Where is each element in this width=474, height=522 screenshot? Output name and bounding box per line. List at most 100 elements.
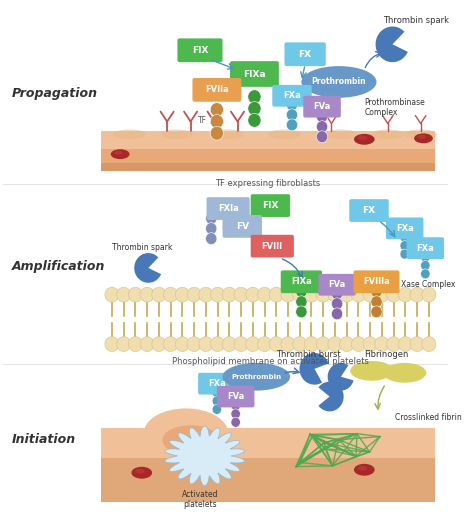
Circle shape [231,409,240,419]
Wedge shape [375,27,408,62]
Bar [101,428,435,502]
Text: Xase Complex: Xase Complex [401,280,456,289]
Circle shape [316,337,330,351]
Circle shape [398,337,412,351]
Circle shape [400,241,410,251]
Text: Activated
platelets: Activated platelets [182,490,218,509]
Circle shape [234,337,248,351]
Circle shape [340,287,354,302]
FancyBboxPatch shape [349,199,389,222]
Circle shape [128,337,143,351]
Text: Thrombin spark: Thrombin spark [111,243,172,252]
Circle shape [363,287,377,302]
Text: Amplification: Amplification [12,259,105,272]
Circle shape [231,417,240,427]
Ellipse shape [212,129,245,139]
Circle shape [328,287,342,302]
Circle shape [296,286,307,298]
FancyBboxPatch shape [318,274,356,295]
Circle shape [371,306,382,318]
FancyBboxPatch shape [407,238,444,259]
Wedge shape [134,253,161,283]
Circle shape [400,249,410,259]
Circle shape [164,287,178,302]
Circle shape [222,287,237,302]
Ellipse shape [383,363,426,383]
Text: FXa: FXa [396,224,413,233]
Circle shape [248,113,261,127]
Text: Prothrombin: Prothrombin [311,77,366,87]
Circle shape [420,252,430,262]
Ellipse shape [350,361,393,381]
Ellipse shape [114,151,122,155]
Circle shape [269,287,283,302]
Circle shape [387,287,401,302]
Text: Propagation: Propagation [12,87,98,100]
Circle shape [187,337,201,351]
Circle shape [422,287,436,302]
Text: FVa: FVa [313,102,331,111]
Ellipse shape [358,136,367,140]
FancyBboxPatch shape [198,373,236,395]
FancyBboxPatch shape [272,85,312,106]
Circle shape [246,337,260,351]
Circle shape [257,337,272,351]
Text: Crosslinked fibrin: Crosslinked fibrin [395,413,462,422]
Circle shape [317,111,328,123]
Circle shape [210,126,223,140]
Circle shape [281,337,295,351]
Text: Prothrombin: Prothrombin [231,374,282,379]
Circle shape [422,337,436,351]
FancyBboxPatch shape [281,270,322,293]
Circle shape [304,287,319,302]
Circle shape [212,396,221,406]
Circle shape [206,222,217,234]
Circle shape [210,287,225,302]
Circle shape [328,337,342,351]
Ellipse shape [222,363,290,390]
Text: TF: TF [198,116,207,125]
Ellipse shape [354,134,374,145]
Circle shape [410,337,424,351]
Ellipse shape [160,129,193,139]
Text: FXa: FXa [417,244,434,253]
Circle shape [398,287,412,302]
Text: Thrombin spark: Thrombin spark [383,16,449,25]
Ellipse shape [268,129,301,139]
FancyBboxPatch shape [354,270,400,293]
Circle shape [248,90,261,104]
Text: FXIa: FXIa [218,204,238,213]
Circle shape [281,287,295,302]
Text: FVa: FVa [227,392,244,401]
FancyBboxPatch shape [207,197,250,220]
FancyBboxPatch shape [386,218,423,239]
Ellipse shape [301,66,376,98]
Circle shape [175,287,190,302]
Text: FV: FV [236,222,249,231]
Text: Fibrinogen: Fibrinogen [364,350,408,359]
Text: FX: FX [299,50,312,58]
Ellipse shape [163,425,219,455]
Ellipse shape [144,408,228,458]
FancyBboxPatch shape [230,61,279,87]
Text: FIXa: FIXa [291,277,312,286]
Circle shape [317,121,328,133]
Ellipse shape [113,129,146,139]
FancyBboxPatch shape [217,386,255,408]
Circle shape [304,337,319,351]
Text: FVIIIa: FVIIIa [363,277,390,286]
Ellipse shape [111,149,129,159]
Circle shape [340,337,354,351]
Circle shape [316,287,330,302]
Circle shape [296,306,307,318]
Bar [101,458,435,502]
Text: Thrombin burst: Thrombin burst [276,350,340,359]
Ellipse shape [324,129,357,139]
Circle shape [400,232,410,242]
Circle shape [269,337,283,351]
Text: TF expressing fibroblasts: TF expressing fibroblasts [215,179,321,188]
Circle shape [199,287,213,302]
Circle shape [234,287,248,302]
Ellipse shape [131,467,152,479]
Circle shape [331,288,343,300]
